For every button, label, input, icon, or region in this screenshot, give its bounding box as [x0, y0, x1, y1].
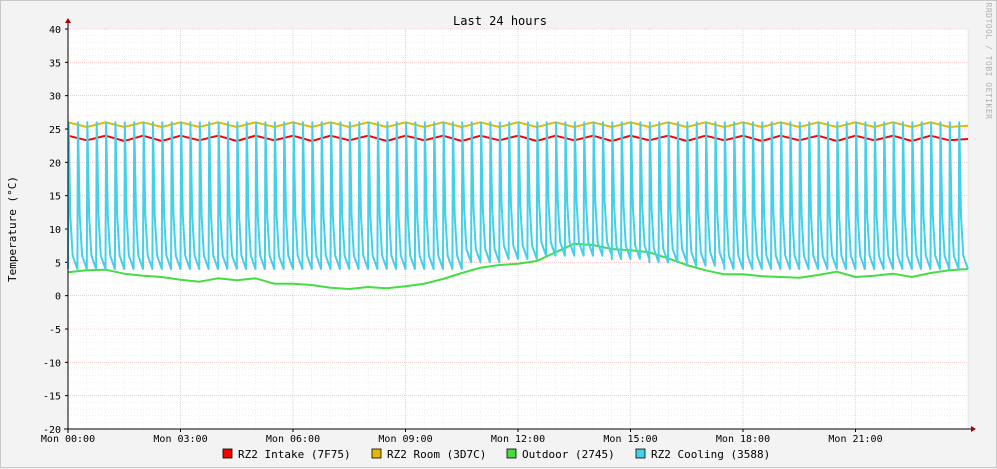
x-tick-label: Mon 00:00	[41, 434, 95, 445]
y-axis-arrow	[65, 18, 71, 23]
legend-swatch	[506, 448, 517, 459]
y-tick-label: 25	[49, 125, 61, 136]
x-tick-label: Mon 21:00	[828, 434, 882, 445]
x-tick-label: Mon 15:00	[603, 434, 657, 445]
x-tick-label: Mon 18:00	[716, 434, 770, 445]
x-tick-label: Mon 06:00	[266, 434, 320, 445]
x-tick-label: Mon 09:00	[378, 434, 432, 445]
legend-swatch	[371, 448, 382, 459]
y-tick-label: -15	[43, 392, 61, 403]
legend-label: RZ2 Intake (7F75)	[238, 448, 351, 461]
y-tick-label: 40	[49, 25, 61, 36]
y-tick-label: 15	[49, 192, 61, 203]
legend-label: Outdoor (2745)	[522, 448, 615, 461]
legend-swatch	[222, 448, 233, 459]
y-tick-label: -20	[43, 425, 61, 436]
y-tick-label: -5	[49, 325, 61, 336]
legend-swatch	[635, 448, 646, 459]
y-tick-label: 20	[49, 158, 61, 169]
axes	[64, 18, 976, 433]
y-tick-label: -10	[43, 358, 61, 369]
x-tick-label: Mon 12:00	[491, 434, 545, 445]
y-tick-label: 35	[49, 58, 61, 69]
rrdtool-credit: RRDTOOL / TOBI OETIKER	[984, 3, 993, 120]
series-line-2	[67, 242, 969, 290]
y-tick-label: 10	[49, 225, 61, 236]
legend-label: RZ2 Cooling (3588)	[651, 448, 770, 461]
y-tick-label: 0	[55, 292, 61, 303]
series-lines	[67, 121, 969, 290]
y-axis-ticks: 40 35 30 25 20 15 10 5 0 -5 -10 -15 -20	[43, 25, 68, 436]
x-tick-label: Mon 03:00	[153, 434, 207, 445]
legend-label: RZ2 Room (3D7C)	[387, 448, 486, 461]
legend: RZ2 Intake (7F75) RZ2 Room (3D7C) Outdoor …	[222, 448, 770, 461]
y-tick-label: 5	[55, 258, 61, 269]
chart-title: Last 24 hours	[453, 14, 547, 28]
x-axis-arrow	[971, 426, 976, 432]
x-axis-ticks: Mon 00:00 Mon 03:00 Mon 06:00 Mon 09:00 Mon …	[41, 429, 883, 445]
y-axis-label: Temperature (°C)	[6, 176, 19, 282]
series-line-3	[67, 121, 969, 270]
y-tick-label: 30	[49, 92, 61, 103]
